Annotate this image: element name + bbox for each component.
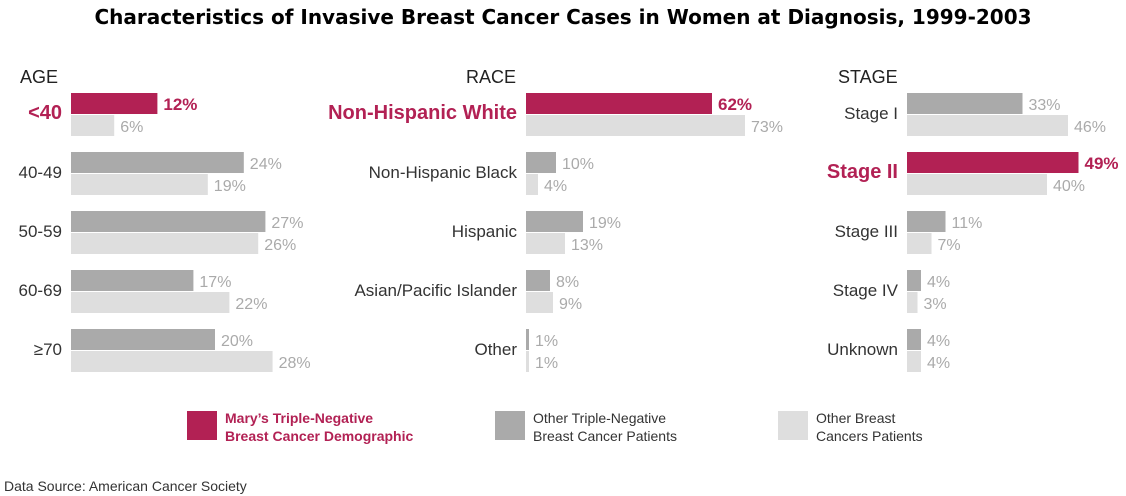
bar-other-triple-negative bbox=[907, 93, 1023, 114]
panel-race: RACE Non-Hispanic White 62% 73% Non-Hispanic… bbox=[328, 67, 783, 372]
value-label: 27% bbox=[271, 215, 303, 232]
bar-other-breast-cancers bbox=[71, 115, 115, 136]
bar-other-breast-cancers bbox=[71, 174, 208, 195]
category-label: Unknown bbox=[827, 340, 898, 359]
chart-title: Characteristics of Invasive Breast Cance… bbox=[94, 5, 1031, 29]
bar-other-breast-cancers bbox=[526, 233, 565, 254]
bar-other-breast-cancers bbox=[526, 351, 529, 372]
bar-highlight bbox=[71, 93, 158, 114]
value-label: 3% bbox=[924, 296, 947, 313]
panel-title: RACE bbox=[466, 67, 516, 87]
bar-highlight bbox=[907, 152, 1079, 173]
value-label: 19% bbox=[589, 215, 621, 232]
panel-title: STAGE bbox=[838, 67, 898, 87]
bar-other-breast-cancers bbox=[907, 115, 1068, 136]
bar-other-breast-cancers bbox=[71, 292, 230, 313]
bar-other-breast-cancers bbox=[526, 292, 553, 313]
panel-stage: STAGE Stage I 33% 46% Stage II 49%40% Stage II… bbox=[827, 67, 1119, 372]
value-label: 73% bbox=[751, 119, 783, 136]
bar-other-breast-cancers bbox=[526, 115, 745, 136]
value-label: 8% bbox=[556, 274, 579, 291]
value-label: 7% bbox=[938, 237, 961, 254]
value-label: 17% bbox=[199, 274, 231, 291]
bar-other-breast-cancers bbox=[71, 351, 273, 372]
category-label: Non-Hispanic Black bbox=[369, 163, 518, 182]
bar-highlight bbox=[526, 93, 712, 114]
bar-other-breast-cancers bbox=[907, 292, 918, 313]
bar-other-triple-negative bbox=[526, 329, 529, 350]
category-label: Asian/Pacific Islander bbox=[354, 281, 517, 300]
value-label: 1% bbox=[535, 333, 558, 350]
value-label: 12% bbox=[163, 95, 197, 114]
value-label: 22% bbox=[235, 296, 267, 313]
category-label: Non-Hispanic White bbox=[328, 102, 517, 124]
bar-other-breast-cancers bbox=[526, 174, 538, 195]
legend-swatch bbox=[187, 411, 217, 440]
value-label: 4% bbox=[927, 355, 950, 372]
value-label: 19% bbox=[214, 178, 246, 195]
value-label: 9% bbox=[559, 296, 582, 313]
bar-other-triple-negative bbox=[71, 152, 244, 173]
value-label: 4% bbox=[927, 274, 950, 291]
category-label: <40 bbox=[28, 102, 62, 124]
bar-other-triple-negative bbox=[907, 270, 921, 291]
category-label: Hispanic bbox=[452, 222, 518, 241]
value-label: 24% bbox=[250, 156, 282, 173]
category-label: 40-49 bbox=[19, 163, 62, 182]
legend: Mary’s Triple-Negative Breast Cancer Demo… bbox=[187, 410, 923, 444]
legend-label: Breast Cancer Patients bbox=[533, 428, 677, 444]
value-label: 40% bbox=[1053, 178, 1085, 195]
legend-swatch bbox=[778, 411, 808, 440]
category-label: Stage I bbox=[844, 104, 898, 123]
value-label: 26% bbox=[264, 237, 296, 254]
value-label: 13% bbox=[571, 237, 603, 254]
bar-other-triple-negative bbox=[71, 211, 266, 232]
category-label: ≥70 bbox=[34, 340, 62, 359]
bar-other-breast-cancers bbox=[907, 351, 921, 372]
value-label: 49% bbox=[1085, 154, 1119, 173]
bar-other-breast-cancers bbox=[907, 174, 1047, 195]
value-label: 33% bbox=[1029, 97, 1061, 114]
value-label: 28% bbox=[279, 355, 311, 372]
data-source: Data Source: American Cancer Society bbox=[4, 478, 247, 494]
legend-label: Breast Cancer Demographic bbox=[225, 428, 414, 444]
panel-age: AGE <40 12% 6% 40-49 24%19% 50-59 27% 26% 60-69 17… bbox=[19, 67, 311, 372]
value-label: 4% bbox=[927, 333, 950, 350]
legend-label: Other Triple-Negative bbox=[533, 410, 666, 426]
value-label: 4% bbox=[544, 178, 567, 195]
bar-other-triple-negative bbox=[71, 329, 215, 350]
value-label: 6% bbox=[120, 119, 143, 136]
category-label: Stage IV bbox=[833, 281, 899, 300]
legend-label: Cancers Patients bbox=[816, 428, 923, 444]
legend-label: Other Breast bbox=[816, 410, 895, 426]
bar-other-triple-negative bbox=[526, 211, 583, 232]
category-label: 60-69 bbox=[19, 281, 62, 300]
value-label: 20% bbox=[221, 333, 253, 350]
category-label: Stage III bbox=[835, 222, 898, 241]
value-label: 62% bbox=[718, 95, 752, 114]
category-label: 50-59 bbox=[19, 222, 62, 241]
value-label: 10% bbox=[562, 156, 594, 173]
panels: AGE<40 12%6%40-49 24%19%50-59 27%26%60-69 17… bbox=[19, 67, 1119, 372]
value-label: 1% bbox=[535, 355, 558, 372]
value-label: 11% bbox=[952, 215, 983, 232]
category-label: Stage II bbox=[827, 161, 898, 183]
bar-other-triple-negative bbox=[526, 270, 550, 291]
bar-other-triple-negative bbox=[71, 270, 194, 291]
bar-other-breast-cancers bbox=[907, 233, 932, 254]
bar-other-triple-negative bbox=[907, 211, 946, 232]
panel-title: AGE bbox=[20, 67, 58, 87]
legend-swatch bbox=[495, 411, 525, 440]
value-label: 46% bbox=[1074, 119, 1106, 136]
bar-other-triple-negative bbox=[907, 329, 921, 350]
bar-other-breast-cancers bbox=[71, 233, 259, 254]
bar-other-triple-negative bbox=[526, 152, 556, 173]
category-label: Other bbox=[474, 340, 517, 359]
legend-label: Mary’s Triple-Negative bbox=[225, 410, 373, 426]
